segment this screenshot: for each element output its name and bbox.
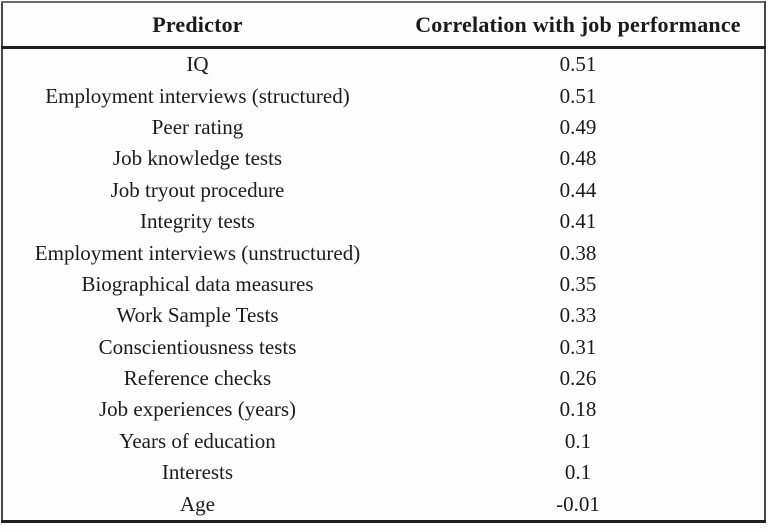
table-row: Conscientiousness tests 0.31 bbox=[2, 332, 765, 363]
predictor-cell: Reference checks bbox=[123, 366, 272, 391]
predictor-cell: Integrity tests bbox=[140, 209, 255, 234]
correlation-cell: 0.51 bbox=[559, 52, 597, 77]
table-row: IQ 0.51 bbox=[2, 48, 765, 81]
predictor-cell: Biographical data measures bbox=[81, 271, 314, 296]
table-row: Employment interviews (unstructured) 0.38 bbox=[2, 237, 765, 268]
table-row: Job knowledge tests 0.48 bbox=[2, 143, 765, 174]
correlation-cell: 0.26 bbox=[559, 366, 597, 391]
correlation-cell: 0.44 bbox=[559, 177, 597, 202]
column-header-predictor: Predictor bbox=[2, 2, 392, 49]
column-header-correlation: Correlation with job performance bbox=[392, 2, 765, 49]
correlation-cell: 0.41 bbox=[559, 209, 597, 234]
predictor-cell: Employment interviews (unstructured) bbox=[34, 240, 361, 265]
predictor-cell: Conscientiousness tests bbox=[98, 334, 297, 359]
table-row: Employment interviews (structured) 0.51 bbox=[2, 80, 765, 111]
predictor-cell: IQ bbox=[186, 52, 209, 77]
table-row: Reference checks 0.26 bbox=[2, 363, 765, 394]
predictor-cell: Years of education bbox=[119, 428, 276, 453]
predictor-cell: Work Sample Tests bbox=[116, 303, 279, 328]
table-header: Predictor Correlation with job performan… bbox=[2, 2, 765, 49]
correlation-cell: 0.48 bbox=[559, 146, 597, 171]
correlation-cell: 0.31 bbox=[559, 334, 597, 359]
predictor-cell: Age bbox=[180, 491, 215, 516]
correlation-cell: 0.18 bbox=[559, 397, 597, 422]
correlation-cell: 0.49 bbox=[559, 114, 597, 139]
correlation-cell: 0.1 bbox=[564, 460, 592, 485]
correlation-cell: 0.1 bbox=[564, 428, 592, 453]
predictor-cell: Job tryout procedure bbox=[110, 177, 285, 202]
table-row: Work Sample Tests 0.33 bbox=[2, 300, 765, 331]
predictor-cell: Interests bbox=[161, 460, 234, 485]
table-body: IQ 0.51 Employment interviews (structured)… bbox=[2, 48, 765, 522]
table-row: Age -0.01 bbox=[2, 488, 765, 521]
table-row: Interests 0.1 bbox=[2, 457, 765, 488]
table-row: Peer rating 0.49 bbox=[2, 112, 765, 143]
correlation-cell: -0.01 bbox=[556, 491, 600, 516]
correlation-cell: 0.35 bbox=[559, 271, 597, 296]
correlation-cell: 0.51 bbox=[559, 83, 597, 108]
table-row: Biographical data measures 0.35 bbox=[2, 269, 765, 300]
predictor-cell: Job knowledge tests bbox=[112, 146, 283, 171]
correlation-cell: 0.38 bbox=[559, 240, 597, 265]
table-row: Job tryout procedure 0.44 bbox=[2, 175, 765, 206]
table-row: Years of education 0.1 bbox=[2, 426, 765, 457]
header-row: Predictor Correlation with job performan… bbox=[2, 2, 765, 49]
correlation-cell: 0.33 bbox=[559, 303, 597, 328]
predictor-cell: Job experiences (years) bbox=[98, 397, 297, 422]
table-row: Integrity tests 0.41 bbox=[2, 206, 765, 237]
correlation-table: Predictor Correlation with job performan… bbox=[1, 1, 766, 523]
predictor-cell: Employment interviews (structured) bbox=[45, 83, 350, 108]
table-row: Job experiences (years) 0.18 bbox=[2, 394, 765, 425]
predictor-cell: Peer rating bbox=[151, 114, 244, 139]
